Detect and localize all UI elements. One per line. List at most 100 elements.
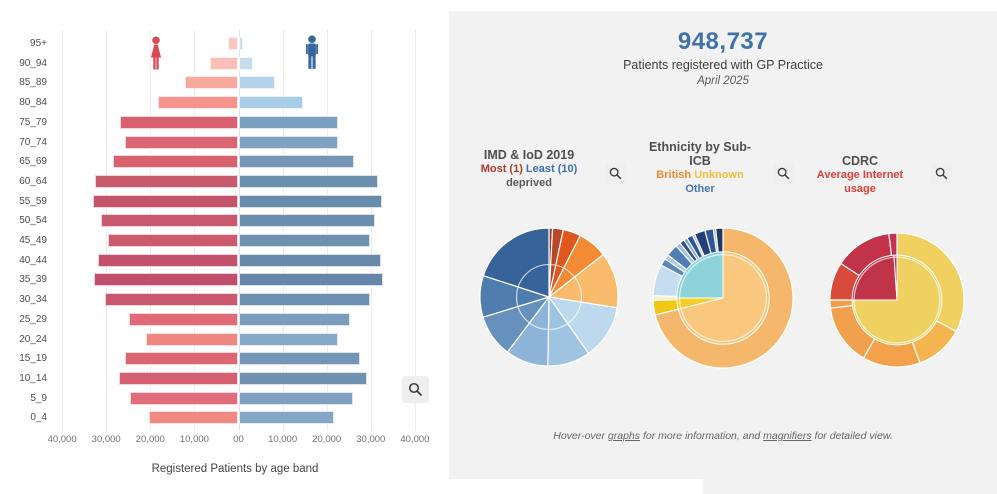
pie3-inner-slice-3[interactable] (893, 254, 898, 301)
pyramid-bar-female-60_64[interactable] (95, 174, 239, 188)
pyramid-bar-male-60_64[interactable] (238, 174, 378, 188)
pyramid-bar-female-80_84[interactable] (157, 96, 239, 110)
pie1-outer-slice-5[interactable] (548, 253, 619, 309)
x-tick-label: 10,000 (179, 434, 209, 445)
panel-bottom-gap (449, 479, 703, 494)
pyramid-bar-female-40_44[interactable] (98, 253, 239, 267)
pyramid-bar-female-95+[interactable] (227, 37, 239, 50)
pyramid-magnifier-button[interactable] (402, 376, 429, 403)
pyramid-bar-female-85_89[interactable] (185, 76, 239, 90)
x-tick-label: 20,000 (312, 434, 342, 445)
pie3-inner-slice-1[interactable] (851, 254, 943, 346)
pyramid-bar-male-55_59[interactable] (238, 194, 383, 208)
pyramid-bar-female-65_69[interactable] (112, 155, 239, 169)
gridline (238, 30, 240, 430)
pie2-ring-guide (678, 253, 768, 343)
pyramid-bar-male-45_49[interactable] (238, 234, 371, 247)
pyramid-bar-female-50_54[interactable] (101, 214, 239, 228)
age-band-label: 65_69 (19, 156, 47, 168)
pie1-outer-slice-11[interactable] (482, 227, 550, 298)
age-band-label: 25_29 (19, 313, 47, 325)
pyramid-bar-female-70_74[interactable] (125, 135, 239, 149)
pyramid-bar-male-35_39[interactable] (238, 273, 384, 287)
ethnicity-title-line2: ICB (689, 154, 711, 168)
pyramid-bar-male-20_24[interactable] (238, 332, 338, 346)
pyramid-bar-male-5_9[interactable] (238, 391, 354, 405)
pie3-ring-guide (853, 256, 941, 344)
pyramid-bar-male-85_89[interactable] (238, 76, 275, 90)
ethnicity-sunburst-chart[interactable] (648, 223, 798, 373)
pyramid-bar-male-90_94[interactable] (238, 56, 254, 70)
population-pyramid-panel: 95+ 90_94 85_89 80_84 75_79 70_74 65_69 60_64 55… (0, 0, 449, 494)
age-band-label: 20_24 (19, 333, 47, 345)
cdrc-title: CDRC (841, 154, 879, 168)
footer-magnifiers-link[interactable]: magnifiers (763, 430, 812, 442)
age-band-label: 60_64 (19, 175, 47, 187)
gridline (106, 30, 108, 430)
gridline (414, 30, 416, 430)
pyramid-bar-male-75_79[interactable] (238, 115, 339, 129)
pie2-inner-slice-3[interactable] (676, 251, 724, 299)
pyramid-bar-female-90_94[interactable] (209, 56, 239, 70)
age-band-label: 75_79 (19, 116, 47, 128)
ethnicity-chart-header: Ethnicity by Sub- ICB British Unknown Ot… (620, 140, 780, 196)
age-band-label: 85_89 (19, 77, 47, 89)
pyramid-bar-male-70_74[interactable] (238, 135, 338, 149)
pyramid-bar-female-0_4[interactable] (148, 411, 239, 425)
pyramid-bar-female-35_39[interactable] (93, 273, 239, 287)
pyramid-bar-male-40_44[interactable] (238, 253, 381, 267)
gridline (282, 30, 284, 430)
total-patients-label: Patients registered with GP Practice (623, 58, 823, 72)
pyramid-bar-male-95+[interactable] (238, 37, 244, 50)
magnifier-icon (935, 167, 948, 180)
male-figure-icon (305, 35, 319, 69)
pyramid-bar-female-15_19[interactable] (124, 352, 239, 366)
footer-graphs-link[interactable]: graphs (607, 430, 641, 442)
cdrc-magnifier-button[interactable] (931, 163, 952, 184)
pyramid-bar-male-30_34[interactable] (238, 293, 371, 307)
cdrc-sunburst-chart[interactable] (822, 225, 972, 375)
imd-title: IMD & IoD 2019 (483, 148, 575, 162)
pyramid-bar-female-30_34[interactable] (105, 293, 239, 307)
age-band-label: 45_49 (19, 235, 47, 246)
pyramid-bar-male-65_69[interactable] (238, 155, 355, 169)
imd-sunburst-chart[interactable] (474, 222, 624, 372)
pie1-outer-slice-6[interactable] (548, 296, 618, 355)
age-band-label: 80_84 (19, 97, 47, 109)
pyramid-axis-title: Registered Patients by age band (151, 463, 319, 475)
pyramid-bar-male-0_4[interactable] (238, 411, 335, 425)
age-band-label: 30_34 (19, 294, 47, 306)
x-tick-label: 40,000 (47, 434, 77, 445)
x-tick-label: 30,000 (91, 434, 121, 445)
footer-text: for detailed view. (811, 430, 893, 442)
pyramid-bar-female-75_79[interactable] (120, 115, 239, 129)
pyramid-bar-male-80_84[interactable] (238, 96, 303, 110)
pyramid-bar-female-5_9[interactable] (129, 391, 239, 405)
summary-panel: 948,737 Patients registered with GP Prac… (449, 11, 997, 494)
pyramid-bar-female-20_24[interactable] (145, 332, 239, 346)
age-band-label: 10_14 (19, 372, 47, 384)
x-tick-label: 40,000 (400, 434, 430, 445)
pyramid-bar-female-10_14[interactable] (118, 371, 239, 385)
pyramid-bar-male-50_54[interactable] (238, 214, 376, 228)
pyramid-bar-male-25_29[interactable] (238, 312, 350, 326)
pyramid-bar-male-15_19[interactable] (238, 352, 360, 366)
ethnicity-title-line1: Ethnicity by Sub- (648, 140, 752, 154)
pie3-inner-slice-2[interactable] (851, 254, 898, 301)
age-band-label: 50_54 (19, 215, 47, 227)
magnifier-icon (777, 167, 790, 180)
footer-note: Hover-over graphs for more information, … (449, 430, 997, 442)
pie2-inner-slice-1[interactable] (677, 251, 770, 345)
imd-magnifier-button[interactable] (605, 163, 626, 184)
magnifier-icon (408, 382, 422, 396)
pyramid-bar-female-55_59[interactable] (92, 194, 239, 208)
imd-legend-most: Most (1) (480, 163, 523, 175)
pyramid-bar-male-10_14[interactable] (238, 371, 367, 385)
imd-legend-deprived: deprived (506, 177, 552, 189)
imd-legend-least: Least (10) (522, 163, 578, 175)
ethnicity-magnifier-button[interactable] (773, 163, 794, 184)
pyramid-bar-female-25_29[interactable] (128, 312, 239, 326)
pyramid-bar-female-45_49[interactable] (108, 234, 239, 247)
age-band-label: 0_4 (30, 412, 47, 424)
